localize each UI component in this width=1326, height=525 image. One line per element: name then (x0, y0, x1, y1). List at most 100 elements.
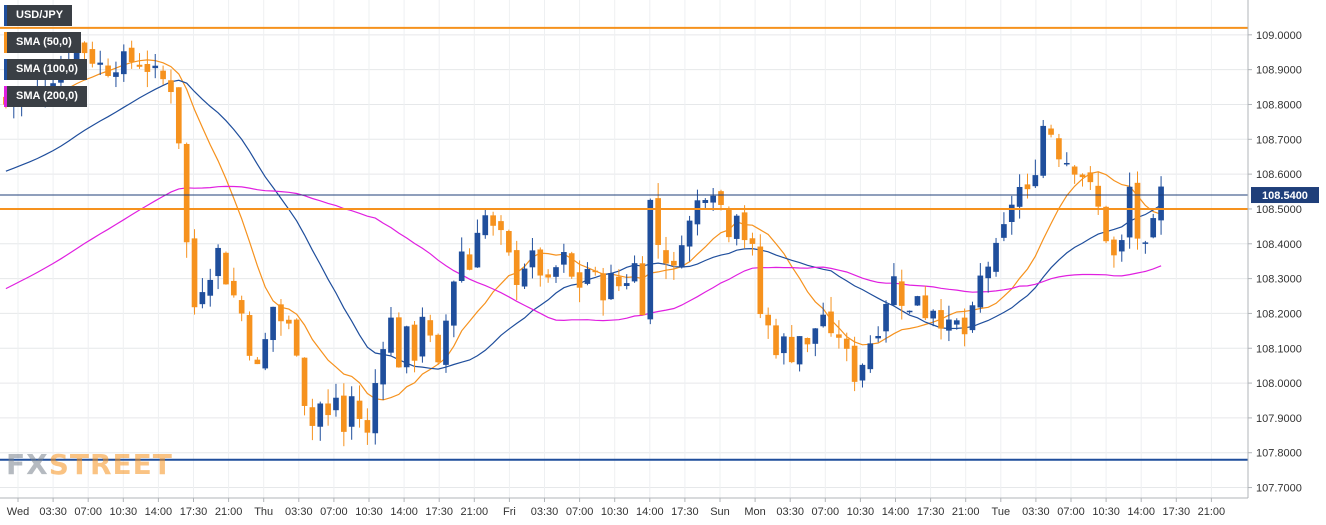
candle-body (773, 325, 779, 356)
candle-body (969, 305, 976, 331)
legend-item[interactable]: USD/JPY (4, 5, 73, 26)
candle-body (843, 338, 850, 349)
y-tick-label: 108.9000 (1256, 65, 1302, 77)
candle-body (340, 395, 347, 432)
y-tick-label: 108.0000 (1256, 378, 1302, 390)
candle-body (828, 311, 834, 334)
candle-body (1134, 182, 1141, 239)
candle-body (726, 208, 732, 238)
candle-body (191, 238, 198, 308)
candle-body (702, 200, 709, 203)
candle-body (1095, 185, 1102, 207)
x-tick-label: Mon (744, 506, 765, 518)
candle-body (168, 80, 174, 93)
candle-body (482, 215, 489, 236)
candle-body (1142, 242, 1149, 244)
candle-body (435, 334, 441, 363)
candle-body (639, 263, 646, 316)
x-tick-label: 14:00 (636, 506, 664, 518)
plot-area (0, 0, 1248, 498)
candle-body (671, 260, 677, 266)
sma-100-line (5, 79, 1162, 370)
candle-body (451, 281, 457, 326)
candle-body (254, 359, 261, 365)
candle-body (867, 343, 874, 370)
candle-body (977, 275, 984, 308)
x-tick-label: 03:30 (531, 506, 559, 518)
candle-body (655, 198, 661, 245)
candle-body (136, 64, 143, 67)
candle-body (946, 319, 952, 331)
x-tick-label: 14:00 (390, 506, 418, 518)
candle-body (1063, 162, 1070, 165)
legend-swatch (4, 86, 7, 107)
sma-50-line (5, 59, 1162, 401)
candle-body (183, 143, 190, 243)
candle-body (396, 317, 402, 368)
current-price-label: 108.5400 (1262, 190, 1308, 202)
candle-body (199, 292, 206, 305)
candle-body (906, 310, 913, 313)
legend-label: SMA (200,0) (16, 90, 78, 102)
candle-body (1001, 224, 1007, 238)
x-tick-label: 10:30 (1092, 506, 1120, 518)
candle-body (309, 407, 316, 426)
candle-body (584, 269, 591, 284)
x-tick-label: 07:00 (812, 506, 840, 518)
x-axis: Wed 03:30 07:00 10:30 14:00 17:30 21:00 Thu 03:3… (7, 498, 1225, 518)
candle-body (160, 70, 166, 80)
candle-body (1032, 175, 1039, 187)
y-tick-label: 108.2000 (1256, 308, 1302, 320)
x-tick-label: 03:30 (39, 506, 67, 518)
candle-body (883, 304, 889, 332)
x-tick-label: Thu (254, 506, 273, 518)
candle-body (733, 215, 740, 239)
candle-body (1111, 239, 1117, 256)
x-tick-label: 07:00 (1057, 506, 1085, 518)
fxstreet-logo: FXSTREET (6, 448, 173, 481)
candle-body (812, 328, 819, 344)
candle-body (1040, 125, 1047, 176)
candle-body (1016, 186, 1023, 207)
y-tick-label: 108.8000 (1256, 99, 1302, 111)
candle-body (152, 65, 159, 69)
legend-label: SMA (100,0) (16, 63, 78, 75)
legend-item[interactable]: SMA (50,0) (4, 32, 81, 53)
candle-body (718, 191, 724, 205)
x-tick-label: Wed (7, 506, 29, 518)
candle-body (301, 357, 308, 406)
y-tick-label: 107.9000 (1256, 413, 1302, 425)
x-tick-label: 17:30 (180, 506, 208, 518)
candle-body (1056, 138, 1062, 160)
x-tick-label: 03:30 (1022, 506, 1050, 518)
candle-body (388, 317, 394, 353)
legend-item[interactable]: SMA (200,0) (4, 86, 87, 107)
candle-body (223, 252, 229, 285)
candle-body (498, 221, 504, 231)
candle-body (749, 238, 756, 244)
candle-body (356, 400, 363, 419)
candle-body (81, 42, 88, 54)
x-tick-label: 07:00 (566, 506, 594, 518)
current-price-marker: 108.5400 (1251, 187, 1319, 204)
candle-body (97, 62, 104, 65)
current-price-box (1251, 187, 1319, 204)
candle-body (875, 335, 882, 339)
candle-body (592, 270, 599, 273)
candle-body (686, 220, 693, 247)
x-tick-label: 03:30 (285, 506, 313, 518)
candle-body (458, 251, 465, 281)
x-tick-label: Fri (503, 506, 516, 518)
candle-body (270, 306, 276, 341)
y-tick-label: 108.6000 (1256, 169, 1302, 181)
candle-body (568, 253, 575, 277)
legend-item[interactable]: SMA (100,0) (4, 59, 87, 80)
x-tick-label: 14:00 (1127, 506, 1155, 518)
candle-body (561, 252, 567, 265)
candle-body (1079, 174, 1086, 178)
candle-body (647, 199, 654, 320)
candles (3, 38, 1164, 447)
x-tick-label: 10:30 (847, 506, 875, 518)
candle-body (961, 317, 968, 335)
